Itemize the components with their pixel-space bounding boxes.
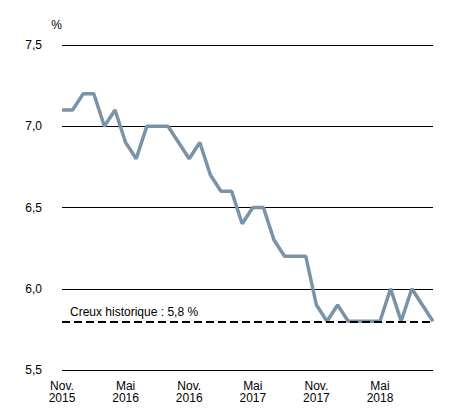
svg-text:6,0: 6,0 [25, 282, 42, 296]
svg-text:2015: 2015 [49, 391, 76, 405]
svg-text:Mai: Mai [115, 379, 136, 393]
svg-text:2016: 2016 [176, 391, 203, 405]
svg-text:7,5: 7,5 [25, 38, 42, 52]
svg-text:7,0: 7,0 [25, 119, 42, 133]
svg-text:Creux historique : 5,8 %: Creux historique : 5,8 % [70, 305, 198, 319]
svg-text:5,5: 5,5 [25, 363, 42, 377]
svg-text:Nov.: Nov. [50, 379, 74, 393]
svg-text:Nov.: Nov. [304, 379, 329, 393]
svg-text:Mai: Mai [370, 379, 390, 393]
svg-text:6,5: 6,5 [25, 201, 42, 215]
svg-text:2017: 2017 [239, 391, 266, 405]
svg-text:2018: 2018 [367, 391, 394, 405]
svg-text:Nov.: Nov. [177, 379, 202, 393]
svg-text:2016: 2016 [112, 391, 139, 405]
svg-text:2017: 2017 [303, 391, 330, 405]
svg-text:Mai: Mai [243, 379, 263, 393]
svg-text:%: % [51, 18, 62, 32]
